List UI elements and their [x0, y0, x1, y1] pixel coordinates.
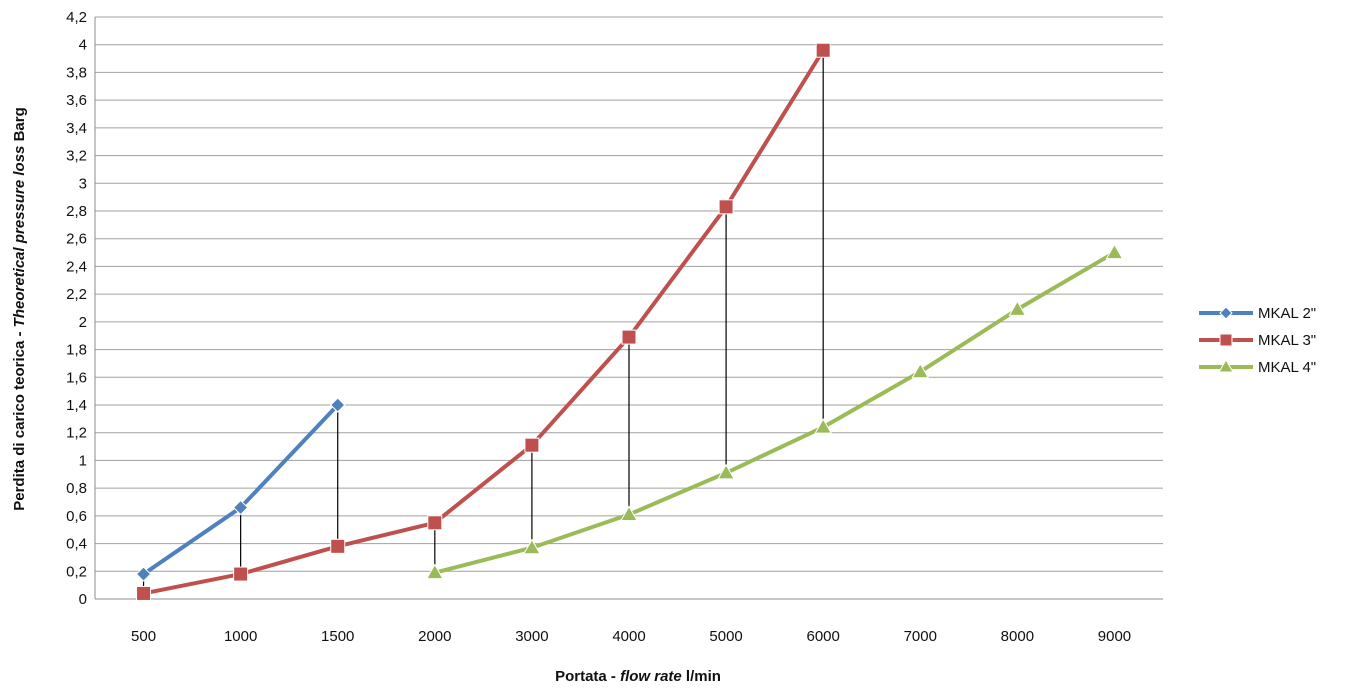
legend-item: MKAL 4": [1199, 359, 1316, 376]
y-tick-label: 4,2: [66, 9, 87, 26]
series-2: [136, 42, 831, 601]
y-axis-title-suffix: Barg: [11, 107, 28, 145]
diamond-marker: [232, 499, 249, 516]
y-tick-label: 0,4: [66, 536, 87, 553]
square-marker: [524, 437, 540, 453]
y-tick-label: 2,6: [66, 231, 87, 248]
y-tick-label: 2,2: [66, 286, 87, 303]
legend: MKAL 2" MKAL 3" MKAL 4": [1199, 305, 1316, 376]
y-tick-label: 1,6: [66, 369, 87, 386]
x-axis-title: Portata - flow rate l/min: [555, 668, 721, 685]
square-marker: [718, 199, 734, 215]
y-tick-label: 3,6: [66, 92, 87, 109]
triangle-marker: [523, 538, 541, 555]
y-axis-ticks: 0 0,2 0,4 0,6 0,8 1 1,2 1,4 1,6 1,8 2 2,2 2,4 2,6 2,8 3…: [66, 9, 87, 608]
y-tick-label: 1,8: [66, 342, 87, 359]
y-tick-label: 3,2: [66, 148, 87, 165]
y-tick-label: 4: [79, 37, 87, 54]
y-axis-title: Perdita di carico teorica - Theoretical …: [11, 107, 28, 511]
y-tick-label: 1: [79, 452, 87, 469]
square-marker: [621, 329, 637, 345]
diamond-marker: [330, 397, 346, 413]
x-axis-title-suffix: l/min: [682, 668, 721, 685]
x-tick-label: 3000: [515, 628, 548, 645]
y-tick-label: 1,4: [66, 397, 87, 414]
x-axis-title-plain: Portata -: [555, 668, 620, 685]
x-tick-label: 7000: [904, 628, 937, 645]
y-tick-label: 2,8: [66, 203, 87, 220]
x-axis-ticks: 500 1000 1500 2000 3000 4000 5000 6000 7000 8000 9…: [131, 628, 1131, 645]
x-tick-label: 500: [131, 628, 156, 645]
legend-label: MKAL 3": [1258, 332, 1316, 349]
triangle-marker: [814, 418, 833, 434]
triangle-marker: [911, 362, 930, 379]
x-tick-label: 9000: [1098, 628, 1131, 645]
triangle-marker: [717, 463, 735, 480]
x-tick-label: 2000: [418, 628, 451, 645]
x-tick-label: 6000: [806, 628, 839, 645]
square-marker: [330, 538, 346, 554]
y-tick-label: 0: [79, 591, 87, 608]
series-1: [135, 397, 346, 582]
y-tick-label: 0,6: [66, 508, 87, 525]
x-tick-label: 1500: [321, 628, 354, 645]
triangle-marker: [425, 563, 444, 580]
series-3: [425, 243, 1124, 580]
legend-label: MKAL 2": [1258, 305, 1316, 322]
y-tick-label: 2: [79, 314, 87, 331]
square-marker: [1219, 333, 1233, 347]
gridlines: [94, 16, 1163, 600]
legend-item: MKAL 2": [1199, 305, 1316, 322]
x-tick-label: 4000: [612, 628, 645, 645]
y-tick-label: 2,4: [66, 258, 87, 275]
triangle-marker: [620, 505, 638, 521]
drop-lines: [142, 50, 824, 594]
series-group: [135, 42, 1124, 601]
y-axis-title-italic: Theoretical pressure loss: [11, 146, 28, 328]
series-line: [434, 250, 1116, 575]
y-tick-label: 1,2: [66, 425, 87, 442]
x-tick-label: 8000: [1001, 628, 1034, 645]
triangle-marker: [1218, 359, 1234, 373]
square-marker: [427, 515, 443, 531]
y-tick-label: 3,8: [66, 64, 87, 81]
x-tick-label: 1000: [224, 628, 257, 645]
x-tick-label: 5000: [709, 628, 742, 645]
series-line: [143, 49, 825, 596]
y-tick-label: 3: [79, 175, 87, 192]
y-tick-label: 3,4: [66, 120, 87, 137]
triangle-marker: [1008, 300, 1027, 316]
square-marker: [815, 42, 831, 58]
diamond-marker: [135, 566, 152, 582]
legend-item: MKAL 3": [1199, 332, 1316, 349]
triangle-marker: [1105, 243, 1124, 260]
y-tick-label: 0,2: [66, 563, 87, 580]
square-marker: [233, 566, 249, 582]
y-axis-title-plain: Perdita di carico teorica -: [11, 327, 28, 510]
legend-label: MKAL 4": [1258, 359, 1316, 376]
diamond-marker: [1219, 306, 1233, 320]
square-marker: [136, 585, 152, 601]
y-tick-label: 0,8: [66, 480, 87, 497]
x-axis-title-italic: flow rate: [620, 668, 682, 685]
